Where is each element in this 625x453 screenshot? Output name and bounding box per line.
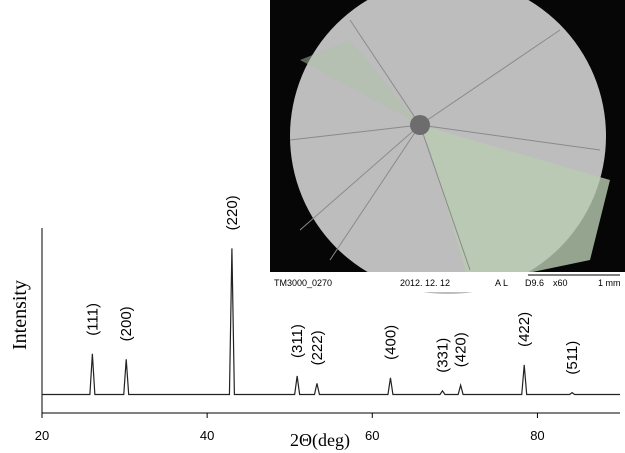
x-axis-label: 2Θ(deg) bbox=[290, 430, 350, 451]
caption: A L bbox=[495, 278, 508, 288]
peak-label: (511) bbox=[564, 341, 581, 375]
peak-label: (200) bbox=[118, 306, 135, 341]
peak-label: (222) bbox=[309, 330, 326, 365]
peak-label: (111) bbox=[84, 303, 101, 336]
peak-label: (420) bbox=[453, 332, 470, 367]
chart: TM3000_0270 2012. 12. 12 A L D9.6 x60 1 … bbox=[0, 0, 625, 453]
x-tick-label: 40 bbox=[200, 428, 214, 443]
x-tick-label: 20 bbox=[35, 428, 49, 443]
x-tick-label: 60 bbox=[365, 428, 379, 443]
x-tick-label: 80 bbox=[530, 428, 544, 443]
peak-label: (331) bbox=[434, 338, 451, 373]
caption: D9.6 bbox=[525, 278, 544, 288]
sem-inset: TM3000_0270 2012. 12. 12 A L D9.6 x60 1 … bbox=[270, 0, 625, 294]
peak-label: (220) bbox=[224, 195, 241, 230]
caption: x60 bbox=[553, 278, 568, 288]
peak-label: (311) bbox=[289, 324, 306, 358]
center-spot bbox=[410, 115, 430, 135]
peak-label: (400) bbox=[382, 325, 399, 360]
y-axis-label: Intensity bbox=[9, 280, 31, 350]
caption: 1 mm bbox=[598, 278, 621, 288]
caption: 2012. 12. 12 bbox=[400, 278, 450, 288]
peak-label: (422) bbox=[516, 312, 533, 347]
caption: TM3000_0270 bbox=[274, 278, 332, 288]
